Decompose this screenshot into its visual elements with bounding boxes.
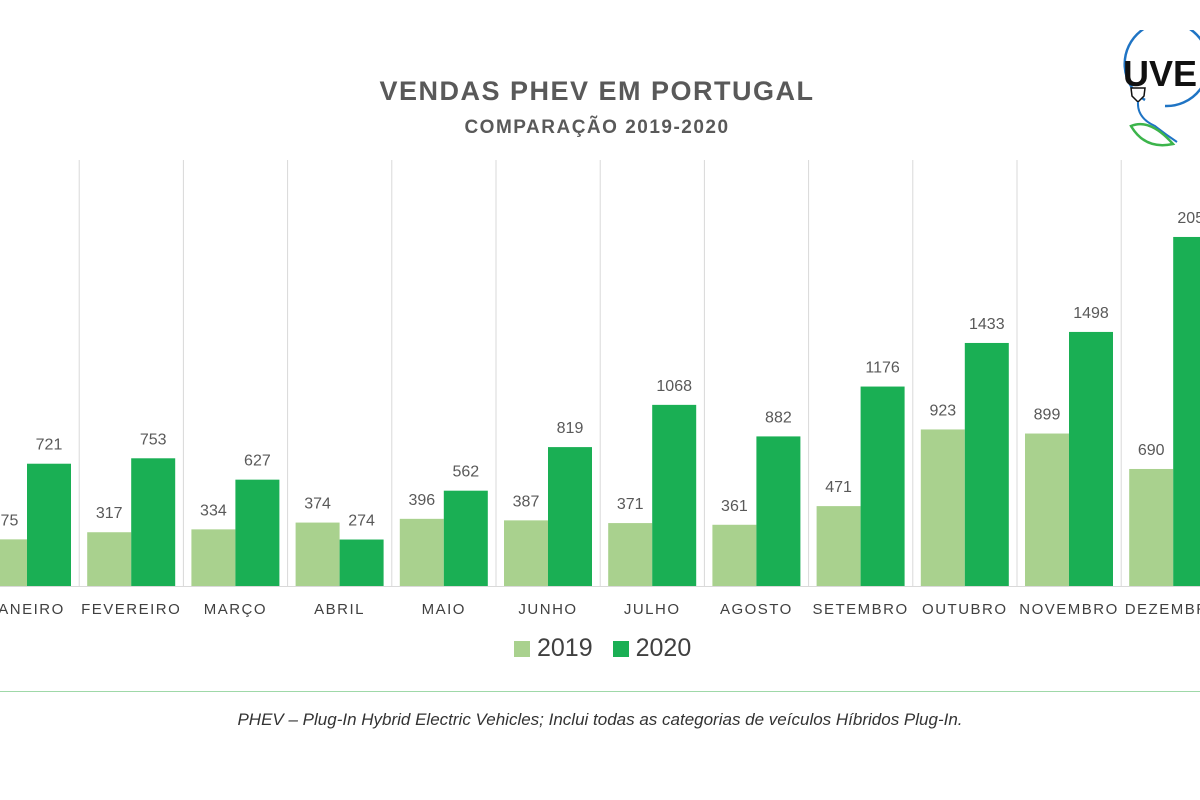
- data-label: 471: [825, 479, 852, 496]
- bar-2020-junho: [548, 447, 592, 586]
- uve-logo: UVE: [1123, 30, 1200, 147]
- data-label: 923: [929, 402, 956, 419]
- bar-2019-dezembro: [1129, 468, 1174, 586]
- data-label: 753: [140, 431, 167, 448]
- bar-2020-maio: [443, 490, 488, 586]
- category-label: JUNHO: [518, 601, 577, 618]
- category-label: MARÇO: [204, 601, 267, 618]
- data-label: 1498: [1073, 305, 1109, 322]
- bar-2019-agosto: [712, 524, 757, 586]
- svg-text:UVE: UVE: [1123, 53, 1197, 94]
- legend-swatch-2019: [514, 640, 530, 657]
- bar-2020-julho: [652, 404, 697, 586]
- bar-2019-janeiro: [0, 539, 27, 586]
- bar-2020-novembro: [1069, 331, 1113, 586]
- chart-title: VENDAS PHEV EM PORTUGAL: [379, 76, 815, 106]
- data-label: 396: [408, 492, 435, 509]
- bar-2019-novembro: [1025, 433, 1069, 586]
- data-label: 374: [304, 496, 331, 513]
- bar-2020-março: [235, 479, 280, 586]
- bar-chart: 275 721 JANEIRO 317 753 FEVEREIRO 334 627 MARÇO 3…: [0, 160, 1200, 618]
- category-label: MAIO: [422, 601, 466, 618]
- bar-2019-julho: [608, 523, 653, 586]
- bar-2020-abril: [339, 539, 384, 586]
- legend-label-2019: 2019: [537, 634, 593, 662]
- data-label: 819: [557, 420, 584, 437]
- category-label: JULHO: [624, 601, 681, 618]
- data-label: 562: [452, 464, 479, 481]
- bar-2019-abril: [295, 522, 340, 586]
- data-label: 627: [244, 453, 271, 470]
- bar-2019-setembro: [816, 506, 861, 586]
- category-label: SETEMBRO: [813, 601, 909, 618]
- chart-subtitle: COMPARAÇÃO 2019-2020: [464, 117, 730, 138]
- bar-2020-outubro: [964, 342, 1009, 586]
- data-label: 2058: [1177, 210, 1200, 227]
- footnote: PHEV – Plug-In Hybrid Electric Vehicles;…: [237, 710, 963, 729]
- data-label: 361: [721, 498, 748, 515]
- legend-item-2020: 2020: [612, 634, 692, 663]
- legend-swatch-2020: [612, 640, 629, 657]
- bar-2020-janeiro: [27, 463, 71, 586]
- category-label: DEZEMBRO: [1125, 601, 1200, 618]
- legend-label-2020: 2020: [635, 634, 692, 662]
- bar-2020-dezembro: [1173, 236, 1200, 586]
- bar-2019-março: [191, 529, 236, 586]
- divider: [0, 691, 1200, 692]
- category-label: OUTUBRO: [922, 601, 1008, 618]
- bar-2020-agosto: [756, 436, 801, 586]
- category-label: JANEIRO: [0, 601, 65, 618]
- data-label: 690: [1138, 442, 1165, 459]
- category-label: FEVEREIRO: [81, 601, 181, 618]
- bar-2019-junho: [504, 520, 548, 586]
- data-label: 1433: [969, 316, 1005, 333]
- bar-2019-maio: [399, 518, 444, 586]
- legend: 2019 2020: [514, 634, 711, 663]
- data-label: 334: [200, 502, 227, 519]
- category-label: NOVEMBRO: [1019, 601, 1119, 618]
- data-label: 882: [765, 409, 792, 426]
- bar-2019-outubro: [920, 429, 965, 586]
- category-label: ABRIL: [314, 601, 365, 618]
- bar-2020-fevereiro: [131, 458, 176, 586]
- category-label: AGOSTO: [720, 601, 793, 618]
- data-label: 274: [348, 513, 375, 530]
- data-label: 1068: [656, 378, 692, 395]
- data-label: 387: [513, 493, 540, 510]
- bar-2020-setembro: [860, 386, 905, 586]
- data-label: 899: [1034, 407, 1061, 424]
- legend-item-2019: 2019: [514, 634, 593, 663]
- data-label: 317: [96, 505, 123, 522]
- bar-2019-fevereiro: [87, 532, 132, 586]
- data-label: 721: [36, 437, 63, 454]
- data-label: 275: [0, 512, 18, 529]
- data-label: 1176: [865, 360, 900, 377]
- data-label: 371: [617, 496, 644, 513]
